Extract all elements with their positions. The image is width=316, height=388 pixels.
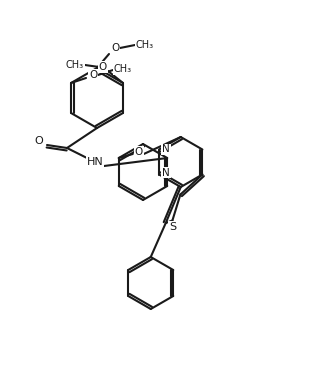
Text: O: O [111, 43, 119, 53]
Text: N: N [162, 144, 170, 154]
Text: CH₃: CH₃ [114, 64, 132, 74]
Text: O: O [89, 70, 97, 80]
Text: CH₃: CH₃ [136, 40, 154, 50]
Text: O: O [99, 62, 107, 72]
Text: O: O [135, 147, 143, 157]
Text: CH₃: CH₃ [66, 60, 84, 70]
Text: O: O [35, 136, 43, 146]
Text: N: N [162, 168, 170, 177]
Text: HN: HN [87, 157, 103, 167]
Text: S: S [169, 222, 176, 232]
